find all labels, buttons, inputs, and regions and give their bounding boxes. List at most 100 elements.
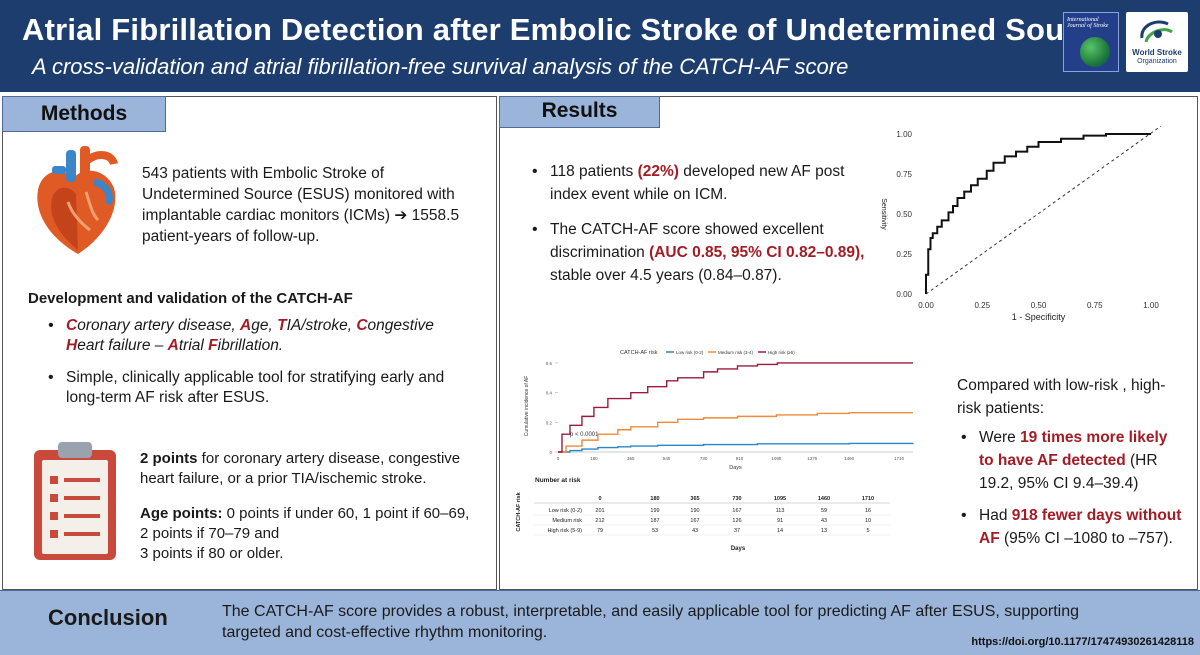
km-y-tick: 0 bbox=[549, 450, 552, 455]
risk-table-cell: 5 bbox=[866, 528, 869, 534]
km-x-tick: 1095 bbox=[771, 456, 782, 461]
comparison-text: Were bbox=[979, 429, 1021, 446]
age-points-bold: Age points: bbox=[140, 505, 223, 522]
acronym-letter-f: F bbox=[208, 337, 218, 354]
methods-heading: Methods bbox=[2, 96, 166, 132]
km-legend-label: Low risk (0-2) bbox=[676, 350, 704, 355]
risk-table-header: 1460 bbox=[818, 496, 830, 502]
acronym-letter-c2: C bbox=[356, 317, 368, 334]
risk-table-cell: 201 bbox=[595, 508, 604, 514]
results-list: 118 patients (22%) developed new AF post… bbox=[528, 160, 873, 299]
clipboard-icon bbox=[34, 442, 116, 560]
risk-table-cell: 167 bbox=[732, 508, 741, 514]
risk-table-cell: 91 bbox=[777, 518, 783, 524]
acronym-letter-h: H bbox=[66, 337, 78, 354]
age-points-line2: 3 points if 80 or older. bbox=[140, 545, 284, 562]
doi-link[interactable]: https://doi.org/10.1177/1747493026142811… bbox=[971, 636, 1194, 648]
acronym-letter-t: T bbox=[277, 317, 287, 334]
km-x-tick: 1710 bbox=[894, 456, 905, 461]
points-bold: 2 points bbox=[140, 450, 198, 467]
risk-table-header: 730 bbox=[732, 496, 741, 502]
risk-table-cell: 13 bbox=[821, 528, 827, 534]
km-chart: CATCH-AF risk Low risk (0-2) Medium risk (… bbox=[508, 340, 918, 567]
roc-y-tick: 0.25 bbox=[896, 250, 912, 259]
km-curve bbox=[558, 362, 913, 453]
risk-table-header: 0 bbox=[598, 496, 601, 502]
methods-intro: 543 patients with Embolic Stroke of Unde… bbox=[142, 165, 460, 245]
comparison-text: (95% CI –1080 to –757). bbox=[999, 530, 1173, 547]
acronym-letter-a: A bbox=[240, 317, 252, 334]
risk-table-x-label: Days bbox=[731, 546, 746, 552]
km-x-tick: 730 bbox=[700, 456, 708, 461]
poster-subtitle: A cross-validation and atrial fibrillati… bbox=[32, 54, 849, 79]
comparison-text: Had bbox=[979, 507, 1012, 524]
risk-table-cell: 212 bbox=[595, 518, 604, 524]
result-bullet-af: 118 patients (22%) developed new AF post… bbox=[528, 160, 873, 206]
result-text: 118 patients bbox=[550, 163, 638, 180]
risk-table-title: Number at risk bbox=[535, 477, 581, 484]
acronym-letter-a2: A bbox=[167, 337, 179, 354]
points-text: for coronary artery disease, congestive … bbox=[140, 450, 461, 487]
km-x-tick: 180 bbox=[590, 456, 598, 461]
journal-cover-title: International Journal of Stroke bbox=[1067, 17, 1109, 29]
globe-icon bbox=[1080, 37, 1110, 67]
km-chart-svg: CATCH-AF risk Low risk (0-2) Medium risk (… bbox=[516, 350, 914, 552]
km-x-tick: 910 bbox=[736, 456, 744, 461]
points-comorbidity: 2 points for coronary artery disease, co… bbox=[140, 449, 480, 489]
risk-table-cell: 16 bbox=[865, 508, 871, 514]
comparison-list: Were 19 times more likely to have AF det… bbox=[957, 426, 1182, 559]
km-y-tick: 0.4 bbox=[546, 391, 553, 396]
km-legend-label: High risk (≥5) bbox=[768, 350, 795, 355]
risk-table-cell: 79 bbox=[597, 528, 603, 534]
roc-y-tick: 1.00 bbox=[896, 130, 912, 139]
risk-table-cell: 43 bbox=[821, 518, 827, 524]
risk-table-cell: 187 bbox=[650, 518, 659, 524]
results-heading: Results bbox=[499, 96, 660, 128]
development-list: Coronary artery disease, Age, TIA/stroke… bbox=[44, 316, 464, 420]
roc-x-label: 1 - Specificity bbox=[1012, 312, 1066, 322]
km-x-tick: 0 bbox=[557, 456, 560, 461]
conclusion-heading: Conclusion bbox=[48, 605, 168, 630]
risk-table-row-label: Medium risk bbox=[552, 518, 582, 524]
risk-table-cell: 43 bbox=[692, 528, 698, 534]
result-text: developed new AF post index event while … bbox=[550, 163, 845, 203]
tool-bullet: Simple, clinically applicable tool for s… bbox=[44, 368, 464, 408]
roc-x-tick: 0.75 bbox=[1087, 301, 1103, 310]
acronym-text: eart failure – bbox=[77, 337, 168, 354]
km-y-label: Cumulative incidence of AF bbox=[524, 376, 530, 437]
roc-chart-svg: 0.00 0.25 0.50 0.75 1.00 0.00 0.25 0.50 0.75 1.00… bbox=[880, 125, 1162, 322]
acronym-bullet: Coronary artery disease, Age, TIA/stroke… bbox=[44, 316, 464, 356]
km-curve bbox=[558, 411, 913, 453]
development-title: Development and validation of the CATCH-… bbox=[28, 290, 353, 307]
comparison-intro: Compared with low-risk , high-risk patie… bbox=[957, 377, 1166, 417]
result-percent: (22%) bbox=[637, 163, 679, 180]
roc-x-tick: 1.00 bbox=[1143, 301, 1159, 310]
conclusion-text: The CATCH-AF score provides a robust, in… bbox=[222, 603, 1080, 641]
acronym-text: trial bbox=[178, 337, 209, 354]
heart-icon bbox=[37, 146, 118, 254]
risk-table-row-label: Low risk (0-2) bbox=[549, 508, 582, 514]
risk-table-cell: 53 bbox=[652, 528, 658, 534]
risk-table-header: 180 bbox=[650, 496, 659, 502]
acronym-text: ongestive bbox=[367, 317, 434, 334]
result-text: stable over 4.5 years (0.84–0.87). bbox=[550, 267, 782, 284]
roc-y-tick: 0.75 bbox=[896, 170, 912, 179]
wso-logo: World Stroke Organization bbox=[1126, 12, 1188, 72]
acronym-text: oronary artery disease, bbox=[77, 317, 241, 334]
result-bullet-auc: The CATCH-AF score showed excellent disc… bbox=[528, 218, 873, 287]
risk-table-header: 365 bbox=[690, 496, 699, 502]
km-x-tick: 1460 bbox=[844, 456, 855, 461]
km-x-tick: 365 bbox=[627, 456, 635, 461]
risk-table-cell: 126 bbox=[732, 518, 741, 524]
risk-table-cell: 10 bbox=[865, 518, 871, 524]
roc-curve bbox=[925, 133, 1151, 294]
roc-y-tick: 0.50 bbox=[896, 210, 912, 219]
comparison-hr: 19 times more likely to have AF detected bbox=[979, 429, 1168, 469]
km-legend-title: CATCH-AF risk bbox=[620, 350, 658, 356]
risk-table-header: 1710 bbox=[862, 496, 874, 502]
header-banner: Atrial Fibrillation Detection after Embo… bbox=[0, 0, 1200, 92]
km-x-tick: 1275 bbox=[807, 456, 818, 461]
age-points-text: 0 points if under 60, 1 point if 60–69, … bbox=[140, 505, 470, 542]
risk-table-cell: 59 bbox=[821, 508, 827, 514]
km-y-tick: 0.2 bbox=[546, 420, 553, 425]
